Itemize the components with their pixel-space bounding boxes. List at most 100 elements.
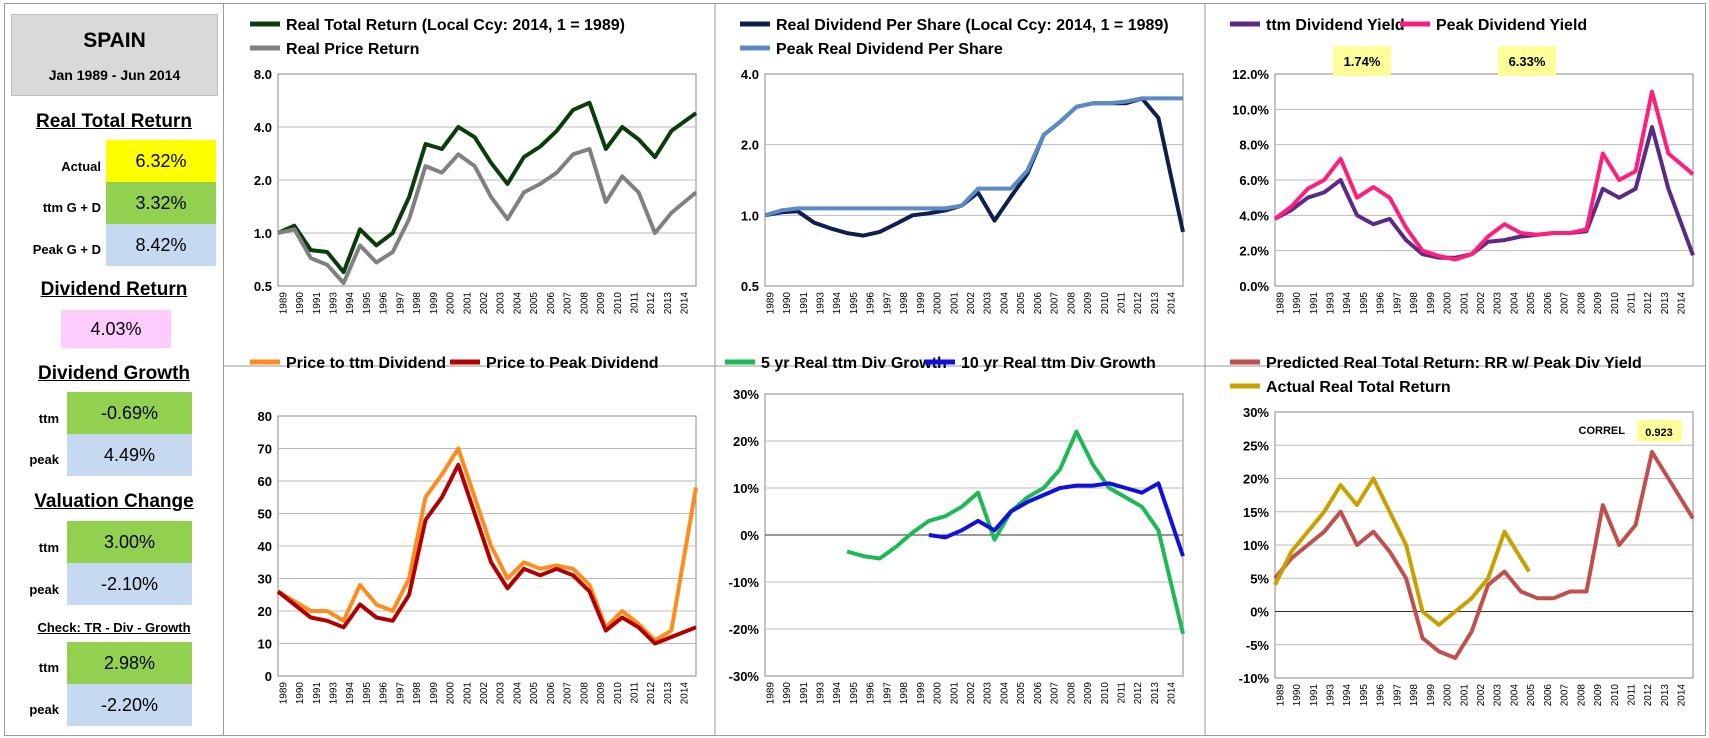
valuation-change-heading: Valuation Change: [34, 491, 194, 512]
x-tick-label: 2014: [680, 682, 691, 705]
x-tick-label: 2014: [1167, 682, 1178, 705]
x-tick-label: 2001: [462, 682, 473, 705]
x-tick-label: 2008: [1576, 292, 1587, 315]
yield-badge-value: 6.33%: [1509, 54, 1546, 69]
y-tick-label: 20%: [733, 434, 759, 449]
x-tick-label: 2012: [646, 682, 657, 705]
check-ttm-value: 2.98%: [67, 642, 192, 684]
actual-label: Actual: [61, 159, 101, 174]
x-tick-label: 2008: [579, 292, 590, 315]
summary-sidebar: SPAIN Jan 1989 - Jun 2014 Real Total Ret…: [5, 4, 224, 735]
chart-1: 8.0 4.0 2.0 1.0 0.5 1989 1990 1991 1993 1994 1995 1…: [250, 17, 698, 315]
x-tick-label: 1997: [395, 292, 406, 315]
x-tick-label: 1996: [379, 292, 390, 315]
x-tick-label: 2007: [563, 292, 574, 315]
x-tick-label: 2006: [1543, 684, 1554, 707]
x-tick-label: 1997: [882, 292, 893, 315]
x-tick-label: 1994: [832, 292, 843, 315]
y-tick-label: 20%: [1243, 472, 1269, 487]
x-tick-label: 2003: [496, 292, 507, 315]
actual-value: 6.32%: [106, 140, 216, 182]
x-tick-label: 1994: [345, 682, 356, 705]
x-tick-label: 1989: [765, 292, 776, 315]
x-tick-label: 1994: [1342, 292, 1353, 315]
y-tick-label: 1.0: [741, 208, 759, 223]
plot-area: [764, 73, 1184, 287]
x-tick-label: 2001: [462, 292, 473, 315]
legend-label: Price to Peak Dividend: [486, 355, 659, 372]
chart-3: 12.0% 10.0% 8.0% 6.0% 4.0% 2.0% 0.0% 1989 1990 19…: [1230, 17, 1695, 315]
y-tick-label: 15%: [1243, 505, 1269, 520]
check-ttm-label: ttm: [38, 660, 59, 675]
x-tick-label: 1990: [782, 292, 793, 315]
x-tick-label: 2011: [629, 682, 640, 704]
series-line: [1273, 89, 1695, 262]
x-tick-label: 2005: [529, 682, 540, 705]
y-tick-label: 0%: [740, 528, 759, 543]
x-tick-label: 2002: [966, 292, 977, 315]
y-tick-label: 0.0%: [1239, 279, 1269, 294]
x-tick-label: 2014: [1677, 684, 1688, 707]
series-line: [276, 462, 697, 646]
x-tick-label: 2001: [949, 682, 960, 705]
legend-label: Peak Dividend Yield: [1436, 17, 1587, 34]
x-tick-label: 2005: [1016, 682, 1027, 705]
x-tick-label: 1996: [866, 682, 877, 705]
x-tick-label: 2003: [983, 682, 994, 705]
y-tick-label: -30%: [729, 669, 760, 684]
x-tick-label: 2013: [1660, 684, 1671, 707]
correl-label: CORREL: [1579, 425, 1626, 437]
x-tick-label: 2002: [1476, 292, 1487, 315]
x-tick-label: 2009: [1083, 682, 1094, 705]
y-tick-label: 80: [258, 409, 272, 424]
x-tick-label: 2003: [496, 682, 507, 705]
x-tick-label: 2006: [1033, 682, 1044, 705]
correl-value: 0.923: [1645, 427, 1673, 439]
legend-label: Predicted Real Total Return: RR w/ Peak …: [1266, 355, 1642, 372]
x-tick-label: 1999: [1426, 292, 1437, 315]
y-tick-label: 60: [258, 474, 272, 489]
x-tick-label: 2008: [1066, 292, 1077, 315]
x-tick-label: 2012: [646, 292, 657, 315]
x-tick-label: 1991: [799, 292, 810, 315]
x-tick-label: 2006: [546, 682, 557, 705]
x-tick-label: 1994: [832, 682, 843, 705]
x-tick-label: 1991: [1309, 292, 1320, 315]
x-tick-label: 2007: [563, 682, 574, 705]
y-tick-label: 0: [265, 669, 272, 684]
y-tick-label: 30%: [733, 387, 759, 402]
check-peak-value: -2.20%: [67, 684, 192, 726]
x-tick-label: 2014: [1677, 292, 1688, 315]
x-tick-label: 1990: [782, 682, 793, 705]
x-tick-label: 2009: [1593, 684, 1604, 707]
x-tick-label: 2001: [1459, 684, 1470, 707]
x-tick-label: 2000: [933, 682, 944, 705]
y-tick-label: 6.0%: [1239, 173, 1269, 188]
x-tick-label: 1989: [278, 682, 289, 705]
x-tick-label: 2005: [1526, 684, 1537, 707]
peak-gd-label: Peak G + D: [32, 242, 101, 257]
dashboard-frame: SPAIN Jan 1989 - Jun 2014 Real Total Ret…: [4, 3, 1706, 736]
y-tick-label: -20%: [729, 622, 760, 637]
x-tick-label: 2012: [1643, 292, 1654, 315]
x-tick-label: 1995: [1359, 684, 1370, 707]
x-tick-label: 2008: [1066, 682, 1077, 705]
x-tick-label: 2008: [1576, 684, 1587, 707]
x-tick-label: 2011: [629, 292, 640, 314]
dividend-return-heading: Dividend Return: [40, 279, 188, 300]
x-tick-label: 2010: [613, 292, 624, 315]
x-tick-label: 1993: [816, 292, 827, 315]
x-tick-label: 2005: [529, 292, 540, 315]
x-tick-label: 1991: [799, 682, 810, 705]
x-tick-label: 1998: [899, 682, 910, 705]
x-tick-label: 2003: [1493, 292, 1504, 315]
x-tick-label: 2014: [1167, 292, 1178, 315]
dividend-growth-heading: Dividend Growth: [38, 363, 190, 384]
growth-ttm-label: ttm: [38, 411, 59, 426]
x-tick-label: 2002: [1476, 684, 1487, 707]
x-tick-label: 2002: [479, 292, 490, 315]
real-total-return-heading: Real Total Return: [36, 111, 192, 132]
x-tick-label: 1999: [916, 682, 927, 705]
